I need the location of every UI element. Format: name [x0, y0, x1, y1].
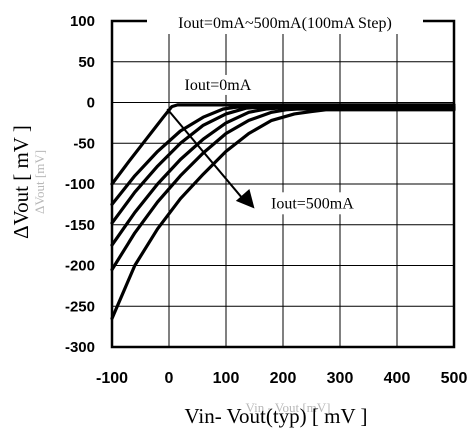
data-series: [110, 103, 456, 321]
y-tick-label-6: -200: [65, 258, 95, 275]
annotation-1-bg: [267, 192, 395, 215]
x-tick-label-0: -100: [96, 370, 128, 387]
series-line-5: [110, 108, 456, 321]
y-tick-label-4: -100: [65, 176, 95, 193]
series-line-2: [110, 105, 456, 225]
y-tick-label-5: -150: [65, 217, 95, 234]
chart-title: Iout=0mA~500mA(100mA Step): [178, 15, 392, 32]
ghost-x-label: Vin - Vout [mV]: [245, 400, 330, 415]
series-line-1: [110, 105, 456, 206]
y-axis-label: ΔVout [ mV ]: [9, 125, 33, 239]
x-tick-label-6: 500: [441, 370, 468, 387]
x-tick-label-3: 200: [270, 370, 297, 387]
x-tick-label-4: 300: [327, 370, 354, 387]
arrow-head: [235, 188, 255, 209]
arrow-line: [166, 108, 244, 200]
y-tick-label-1: 50: [78, 54, 95, 71]
y-tick-label-3: -50: [73, 135, 95, 152]
x-tick-label-2: 100: [213, 370, 240, 387]
series-line-0: [110, 103, 456, 186]
annotation-0-bg: [180, 74, 281, 95]
series-line-3: [110, 106, 456, 247]
legend-box: [147, 10, 423, 34]
ghost-y-label: ΔVout [mV]: [32, 150, 47, 214]
y-tick-labels: 100 50 0 -50 -100 -150 -200 -250 -300: [65, 13, 95, 356]
annotation-iout-0ma: Iout=0mA: [185, 77, 252, 94]
y-tick-label-0: 100: [70, 13, 95, 30]
x-tick-labels: -100 0 100 200 300 400 500: [96, 370, 467, 387]
y-tick-label-7: -250: [65, 298, 95, 315]
x-axis-label: Vin- Vout(typ) [ mV ]: [184, 404, 367, 428]
x-tick-label-1: 0: [165, 370, 174, 387]
grid: [111, 20, 455, 348]
annotation-iout-500ma: Iout=500mA: [271, 195, 354, 212]
y-tick-label-8: -300: [65, 339, 95, 356]
series-line-4: [110, 107, 456, 272]
x-tick-label-5: 400: [384, 370, 411, 387]
y-tick-label-2: 0: [87, 95, 95, 112]
